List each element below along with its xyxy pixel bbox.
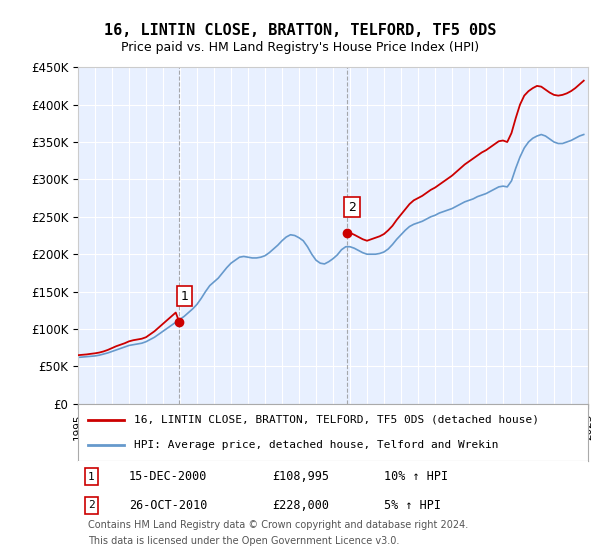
Text: 16, LINTIN CLOSE, BRATTON, TELFORD, TF5 0DS (detached house): 16, LINTIN CLOSE, BRATTON, TELFORD, TF5 … [134,415,539,424]
Text: £228,000: £228,000 [272,499,329,512]
Text: 2: 2 [88,500,95,510]
Text: £108,995: £108,995 [272,470,329,483]
Text: 1: 1 [181,290,188,302]
Text: 5% ↑ HPI: 5% ↑ HPI [384,499,441,512]
Text: 15-DEC-2000: 15-DEC-2000 [129,470,208,483]
Text: 10% ↑ HPI: 10% ↑ HPI [384,470,448,483]
Text: HPI: Average price, detached house, Telford and Wrekin: HPI: Average price, detached house, Telf… [134,440,499,450]
Text: Contains HM Land Registry data © Crown copyright and database right 2024.: Contains HM Land Registry data © Crown c… [88,520,469,530]
Text: 1: 1 [88,472,95,482]
Text: Price paid vs. HM Land Registry's House Price Index (HPI): Price paid vs. HM Land Registry's House … [121,41,479,54]
Text: 16, LINTIN CLOSE, BRATTON, TELFORD, TF5 0DS: 16, LINTIN CLOSE, BRATTON, TELFORD, TF5 … [104,24,496,38]
Text: This data is licensed under the Open Government Licence v3.0.: This data is licensed under the Open Gov… [88,536,400,546]
Text: 26-OCT-2010: 26-OCT-2010 [129,499,208,512]
Text: 2: 2 [348,200,356,213]
